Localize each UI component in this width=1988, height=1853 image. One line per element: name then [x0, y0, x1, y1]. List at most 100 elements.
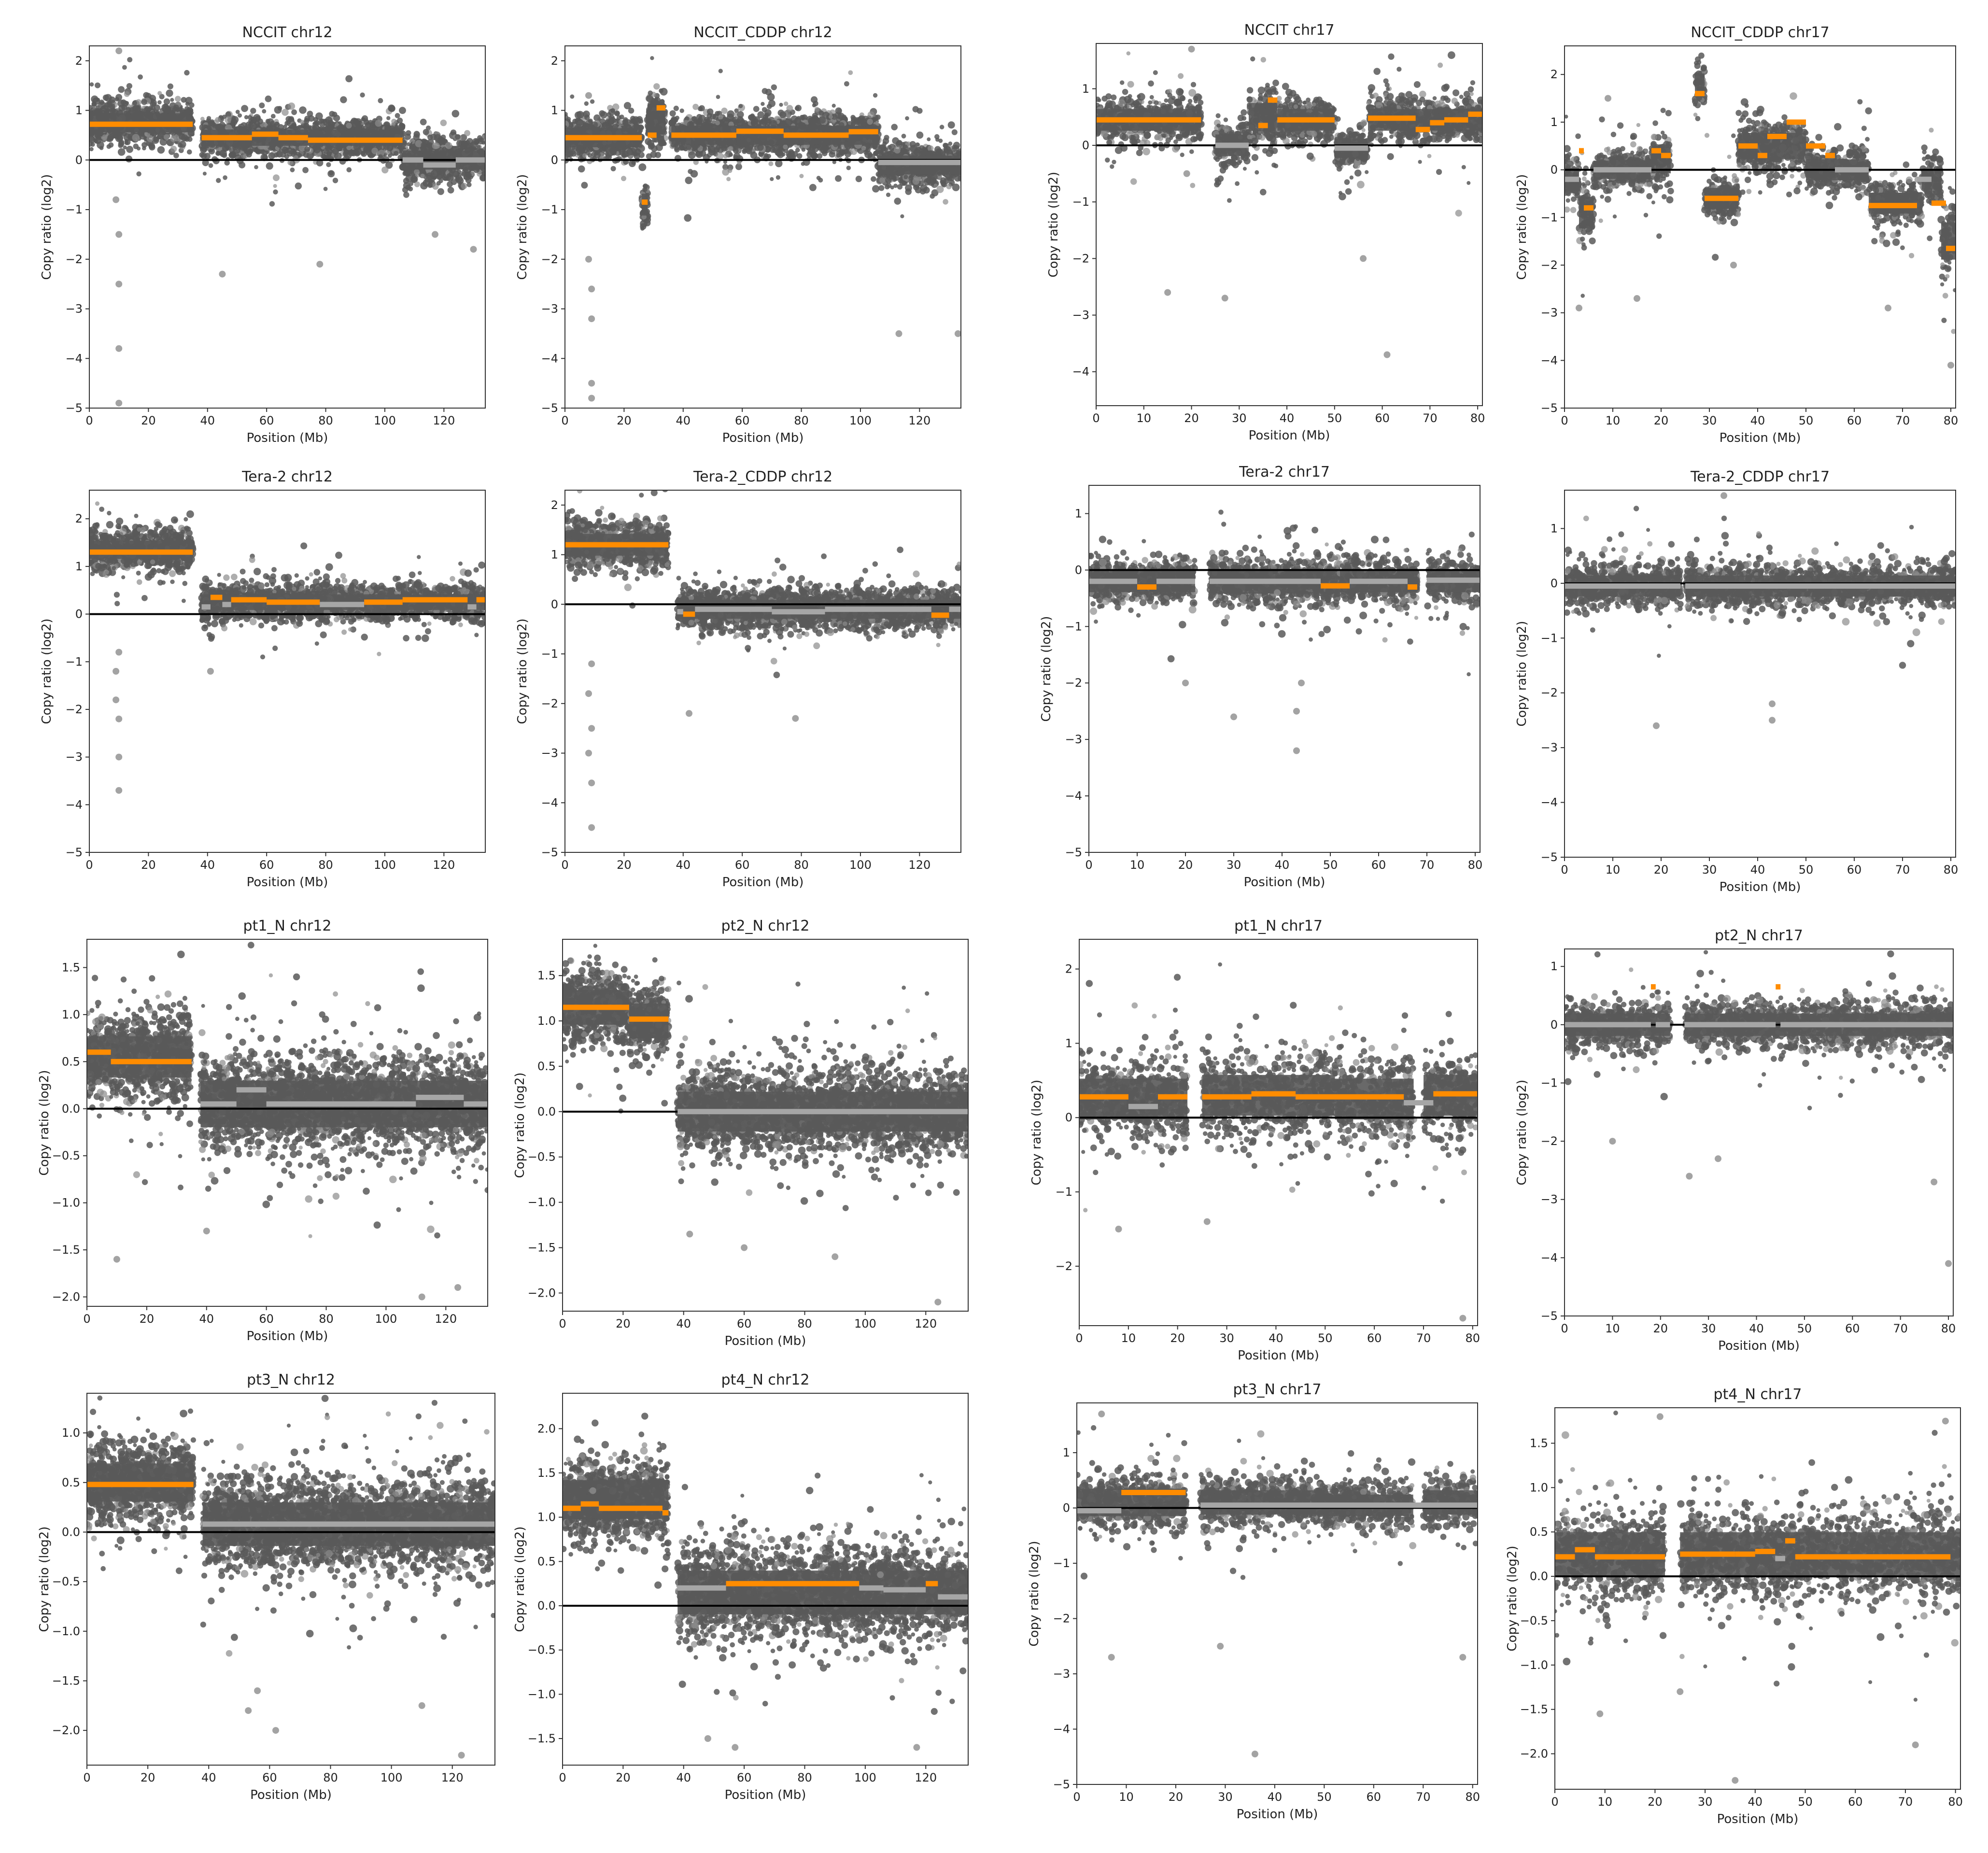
data-point	[642, 187, 648, 192]
data-point	[254, 165, 258, 170]
data-point	[584, 101, 589, 106]
data-point	[477, 135, 482, 141]
data-point	[461, 140, 468, 147]
data-point	[225, 116, 232, 124]
data-point	[136, 146, 141, 151]
data-point	[200, 116, 205, 121]
data-point	[605, 123, 610, 128]
data-point	[141, 142, 147, 148]
data-point	[89, 147, 94, 152]
data-point	[99, 99, 104, 105]
data-point	[250, 108, 256, 114]
data-point	[619, 114, 624, 120]
data-point	[259, 102, 265, 109]
data-point	[447, 181, 453, 187]
data-point	[269, 201, 275, 207]
data-point	[591, 121, 598, 128]
outlier-point	[115, 345, 123, 352]
data-point	[648, 90, 653, 96]
data-point	[98, 108, 103, 113]
data-point	[414, 169, 420, 175]
data-point	[650, 56, 654, 60]
data-point	[108, 142, 114, 148]
data-point	[179, 141, 186, 148]
data-point	[164, 134, 169, 140]
data-point	[437, 188, 444, 195]
data-point	[157, 133, 164, 140]
data-point	[636, 116, 643, 123]
data-point	[125, 101, 129, 105]
data-point	[394, 151, 399, 156]
data-point	[653, 137, 659, 143]
data-point	[432, 183, 439, 190]
data-point	[306, 152, 314, 159]
data-point	[446, 173, 451, 178]
x-tick-label: 120	[433, 414, 455, 427]
data-point	[381, 166, 389, 174]
data-point	[135, 106, 141, 113]
data-point	[123, 133, 131, 141]
data-point	[252, 124, 257, 129]
data-point	[316, 159, 324, 167]
data-point	[768, 161, 774, 167]
data-point	[265, 95, 272, 102]
data-point	[621, 176, 626, 182]
data-point	[809, 184, 817, 191]
data-point	[126, 145, 133, 153]
data-point	[136, 171, 141, 177]
data-point	[398, 123, 406, 130]
data-point	[420, 173, 425, 178]
data-point	[102, 94, 109, 101]
outlier-point	[432, 231, 438, 238]
y-tick-label: −2	[66, 253, 83, 266]
data-point	[238, 113, 242, 118]
data-point	[95, 82, 101, 88]
data-point	[388, 104, 395, 112]
data-point	[89, 82, 94, 87]
data-point	[413, 130, 420, 138]
data-point	[409, 144, 417, 151]
data-point	[125, 156, 133, 163]
data-point	[142, 146, 146, 151]
data-point	[621, 151, 629, 158]
data-point	[132, 100, 138, 106]
data-point	[143, 107, 149, 112]
data-point	[460, 134, 467, 141]
data-point	[430, 170, 438, 178]
data-point	[438, 136, 443, 141]
data-point	[154, 104, 160, 111]
data-point	[93, 131, 100, 139]
point-density-band	[648, 106, 665, 134]
data-point	[397, 117, 403, 124]
y-tick-label: −4	[66, 352, 83, 365]
data-point	[427, 134, 433, 140]
x-axis-label: Position (Mb)	[247, 431, 328, 445]
data-point	[241, 105, 248, 113]
y-tick-label: −5	[66, 401, 83, 415]
data-point	[302, 167, 309, 173]
data-point	[298, 144, 306, 152]
data-point	[465, 172, 472, 179]
data-point	[299, 106, 307, 114]
data-point	[610, 166, 616, 171]
data-point	[166, 89, 173, 97]
data-point	[323, 118, 327, 123]
data-point	[593, 151, 601, 159]
data-point	[308, 115, 315, 122]
data-point	[304, 123, 309, 128]
data-point	[181, 97, 187, 103]
data-point	[464, 130, 470, 137]
data-point	[609, 147, 617, 155]
data-point	[291, 123, 297, 128]
data-point	[388, 154, 392, 158]
data-point	[270, 113, 276, 119]
data-point	[584, 114, 590, 120]
data-point	[123, 145, 127, 150]
data-point	[477, 145, 481, 149]
data-point	[223, 175, 227, 180]
scatter-points	[89, 47, 485, 407]
data-point	[224, 160, 230, 166]
data-point	[282, 109, 289, 116]
